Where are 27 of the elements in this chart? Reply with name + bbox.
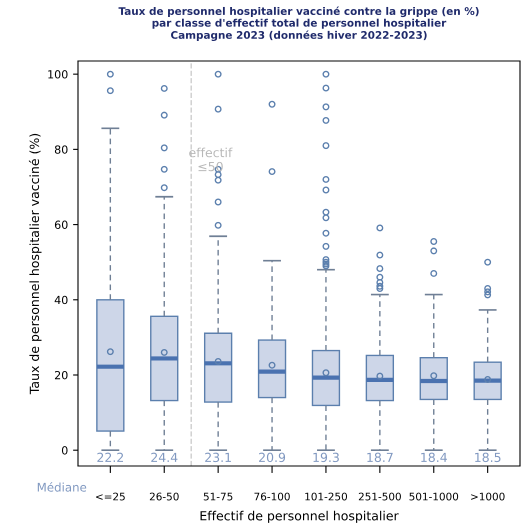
text: 18.5 <box>475 452 500 462</box>
text: 24.4 <box>151 452 178 462</box>
x-tick-label: 501-1000 <box>409 492 458 500</box>
x-tick-label: 251-500 <box>358 492 401 500</box>
annotation: effectif ≤50 <box>189 148 233 172</box>
text: 23.1 <box>205 452 231 462</box>
x-axis-title: Effectif de personnel hospitalier <box>200 510 399 523</box>
y-tick-label: 20 <box>54 370 68 380</box>
y-tick-label: 60 <box>54 220 68 229</box>
chart-title: Taux de personnel hospitalier vacciné contre la grippe (en %) par classe d'effectif total de personnel hospitalier Campagne 2023 (données hiver 2022-2023) <box>118 6 479 42</box>
text: 19.3 <box>313 452 339 462</box>
text: 18.4 <box>421 452 447 462</box>
text: 18.7 <box>367 452 393 462</box>
y-tick-label: 40 <box>54 296 68 304</box>
y-axis-title: Taux de personnel hospitalier vacciné (%) <box>28 134 42 394</box>
x-tick-label: 101-250 <box>305 492 348 500</box>
text: 20.9 <box>259 452 286 462</box>
x-tick-label: <=25 <box>96 492 125 500</box>
y-tick-label: 100 <box>48 70 68 79</box>
x-tick-label: >1000 <box>471 492 505 500</box>
x-tick-label: 51-75 <box>204 492 232 500</box>
x-tick-label: 76-100 <box>254 492 290 500</box>
text: Médiane <box>38 482 86 492</box>
x-tick-label: 26-50 <box>150 492 179 500</box>
y-tick-label: 0 <box>62 446 68 455</box>
text: 22.2 <box>97 452 124 462</box>
y-tick-label: 80 <box>54 145 68 154</box>
